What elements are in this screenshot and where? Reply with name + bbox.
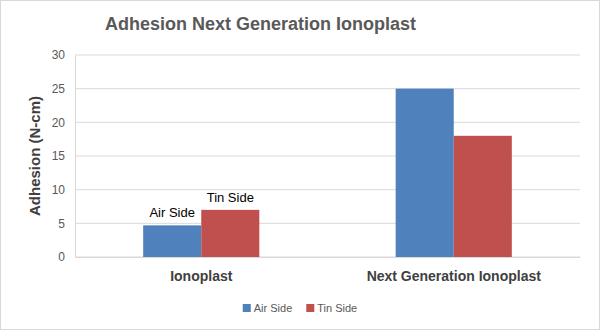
legend: Air Side Tin Side: [243, 302, 357, 314]
y-axis: 0 5 10 15 20 25 30: [52, 48, 76, 264]
legend-swatch: [243, 304, 251, 312]
legend-swatch: [306, 304, 314, 312]
grid: [75, 55, 580, 257]
grid-line: [75, 55, 580, 56]
chart-title: Adhesion Next Generation Ionoplast: [105, 14, 416, 34]
legend-item: Tin Side: [306, 302, 357, 314]
y-tick: 0: [58, 250, 75, 264]
bars: [143, 89, 512, 257]
y-tick-label: 15: [52, 149, 66, 163]
x-axis: Ionoplast Next Generation Ionoplast: [76, 257, 581, 284]
x-tick: Ionoplast: [170, 257, 233, 284]
x-axis-line: [76, 257, 581, 258]
y-tick: 15: [52, 149, 75, 163]
bar: [201, 210, 259, 257]
y-tick: 10: [52, 183, 75, 197]
grid-line: [75, 122, 580, 123]
legend-item: Air Side: [243, 302, 293, 314]
bar: [143, 225, 201, 257]
x-tick-label: Ionoplast: [170, 268, 233, 284]
y-tick-label: 10: [52, 183, 66, 197]
y-tick: 5: [58, 217, 75, 231]
y-tick-label: 25: [52, 82, 66, 96]
y-tick: 25: [52, 82, 75, 96]
y-tick-label: 0: [58, 250, 65, 264]
chart-frame: [1, 1, 600, 330]
legend-label: Tin Side: [317, 302, 357, 314]
grid-line: [75, 88, 580, 89]
plot: 0 5 10 15 20 25 30 Ionoplast Next Generation Ion…: [52, 48, 581, 284]
y-tick-label: 5: [58, 217, 65, 231]
annotation: Tin Side: [207, 190, 254, 205]
bar: [454, 136, 512, 257]
y-axis-line: [75, 56, 76, 258]
y-tick-label: 20: [52, 116, 66, 130]
annotation: Air Side: [149, 205, 195, 220]
x-tick-label: Next Generation Ionoplast: [367, 268, 542, 284]
y-tick: 30: [52, 48, 75, 62]
chart: Adhesion Next Generation Ionoplast 0 5 10 15…: [0, 0, 600, 330]
x-tick: Next Generation Ionoplast: [367, 257, 542, 284]
bar: [396, 89, 454, 257]
y-axis-title: Adhesion (N-cm): [26, 96, 43, 216]
y-tick: 20: [52, 116, 75, 130]
y-tick-label: 30: [52, 48, 66, 62]
legend-label: Air Side: [254, 302, 293, 314]
